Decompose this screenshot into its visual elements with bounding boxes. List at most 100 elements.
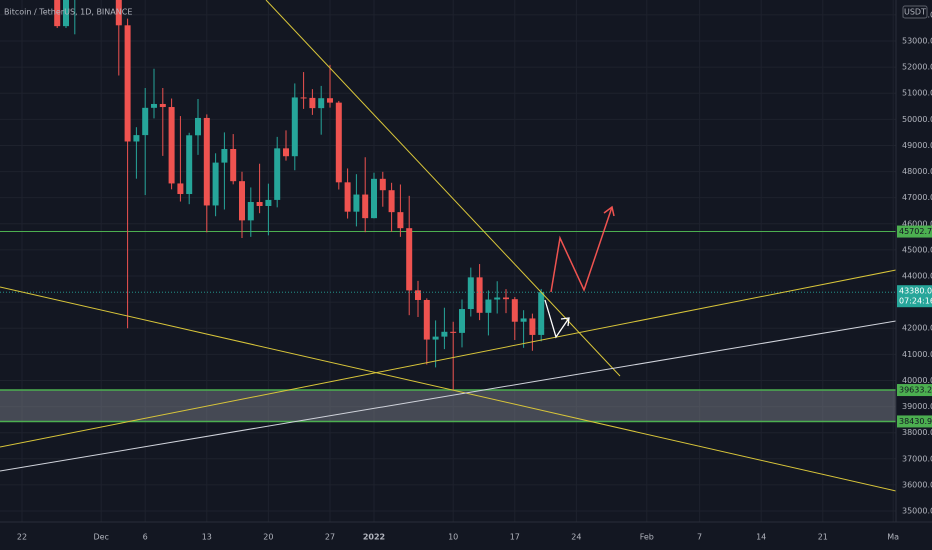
candle-body <box>503 297 509 300</box>
candle-body <box>63 0 69 27</box>
candle-body <box>371 178 377 219</box>
candle-body <box>203 117 210 206</box>
candle-body <box>239 181 245 221</box>
candle-body <box>318 98 325 109</box>
candle-body <box>388 190 395 213</box>
price-label: 45702.77 <box>899 227 932 236</box>
candle-body <box>538 292 545 335</box>
x-tick-label: 27 <box>325 533 335 542</box>
candle-body <box>467 277 474 310</box>
candle-body <box>441 331 448 337</box>
candle-body <box>212 162 219 206</box>
candles <box>0 0 896 390</box>
candle-body <box>344 182 351 212</box>
x-tick-label: 6 <box>143 533 148 542</box>
candle-body <box>151 103 157 108</box>
x-tick-label: 13 <box>202 533 212 542</box>
candle-body <box>221 149 228 163</box>
candle-body <box>362 194 369 219</box>
candle-body <box>247 202 254 221</box>
candle-body <box>494 297 501 300</box>
x-tick-label: Feb <box>640 533 654 542</box>
red-arrow-head <box>603 205 615 217</box>
currency-badge <box>902 5 928 19</box>
trend-line <box>0 320 896 472</box>
y-tick-label: 42000.00 <box>902 324 932 333</box>
candle-body <box>133 135 140 142</box>
trend-line <box>265 0 621 377</box>
candle-body <box>230 149 237 182</box>
candle-body <box>511 299 518 322</box>
y-tick-label: 46000.00 <box>902 219 932 228</box>
zone-layer <box>0 231 896 423</box>
zone <box>0 390 896 422</box>
candle-body <box>327 98 333 103</box>
y-tick-label: 49000.00 <box>902 141 932 150</box>
y-tick-label: 51000.00 <box>902 89 932 98</box>
price-label: 39633.27 <box>899 386 932 395</box>
candle-body <box>423 299 430 340</box>
x-tick-label: 7 <box>697 533 702 542</box>
candle-body <box>379 178 386 191</box>
price-label-box <box>897 415 932 428</box>
countdown: 07:24:16 <box>899 297 932 306</box>
candle-body <box>124 25 131 142</box>
candle-body <box>459 309 465 333</box>
axis: 35000.00 36000.00 37000.00 38000.00 39000.00… <box>17 10 932 542</box>
x-tick-label: Ma <box>887 533 899 542</box>
red-arrow <box>550 206 613 293</box>
trend-line <box>0 286 896 492</box>
candle-body <box>195 117 201 136</box>
price-label-box <box>897 225 932 238</box>
x-tick-label: 2022 <box>363 533 385 542</box>
y-tick-label: 50000.00 <box>902 115 932 124</box>
candle-body <box>159 103 166 108</box>
current-price-box <box>897 285 932 308</box>
candle-body <box>186 135 193 195</box>
price-label-box <box>897 384 932 397</box>
y-tick-label: 37000.00 <box>902 454 932 463</box>
candle-body <box>291 97 298 157</box>
candle-body <box>397 212 404 229</box>
candle-body <box>265 199 272 207</box>
candle-body <box>256 202 263 207</box>
y-tick-label: 47000.00 <box>902 193 932 202</box>
x-tick-label: Dec <box>93 533 108 542</box>
candle-body <box>54 0 61 27</box>
y-tick-label: 40000.00 <box>902 376 932 385</box>
candle-body <box>168 107 175 184</box>
grid <box>0 0 896 522</box>
x-tick-label: 22 <box>17 533 27 542</box>
price-label: 38430.96 <box>899 417 932 426</box>
candle-body <box>115 0 122 26</box>
x-tick-label: 21 <box>818 533 828 542</box>
candle-body <box>335 102 342 183</box>
x-tick-label: 10 <box>448 533 458 542</box>
candle-body <box>529 318 536 335</box>
candle-body <box>177 183 184 195</box>
candle-body <box>476 277 483 313</box>
candle-body <box>309 97 316 109</box>
candle-body <box>415 290 421 300</box>
chart-title: Bitcoin / TetherUS, 1D, BINANCE <box>4 8 132 17</box>
candle-body <box>406 228 413 291</box>
candle-body <box>432 336 439 340</box>
x-tick-label: 24 <box>571 533 581 542</box>
y-tick-label: 38000.00 <box>902 428 932 437</box>
candle-body <box>485 299 492 313</box>
x-tick-label: 20 <box>263 533 273 542</box>
y-tick-label: 39000.00 <box>902 402 932 411</box>
y-tick-label: 36000.00 <box>902 480 932 489</box>
y-tick-label: 53000.00 <box>902 36 932 45</box>
y-tick-label: 44000.00 <box>902 272 932 281</box>
y-tick-label: 48000.00 <box>902 167 932 176</box>
candle-body <box>520 318 527 322</box>
x-tick-label: 14 <box>756 533 766 542</box>
candle-body <box>274 148 281 200</box>
white-arrow <box>544 299 570 339</box>
drawings <box>0 0 896 492</box>
candle-body <box>283 148 289 157</box>
currency-label: USDT <box>904 8 926 17</box>
